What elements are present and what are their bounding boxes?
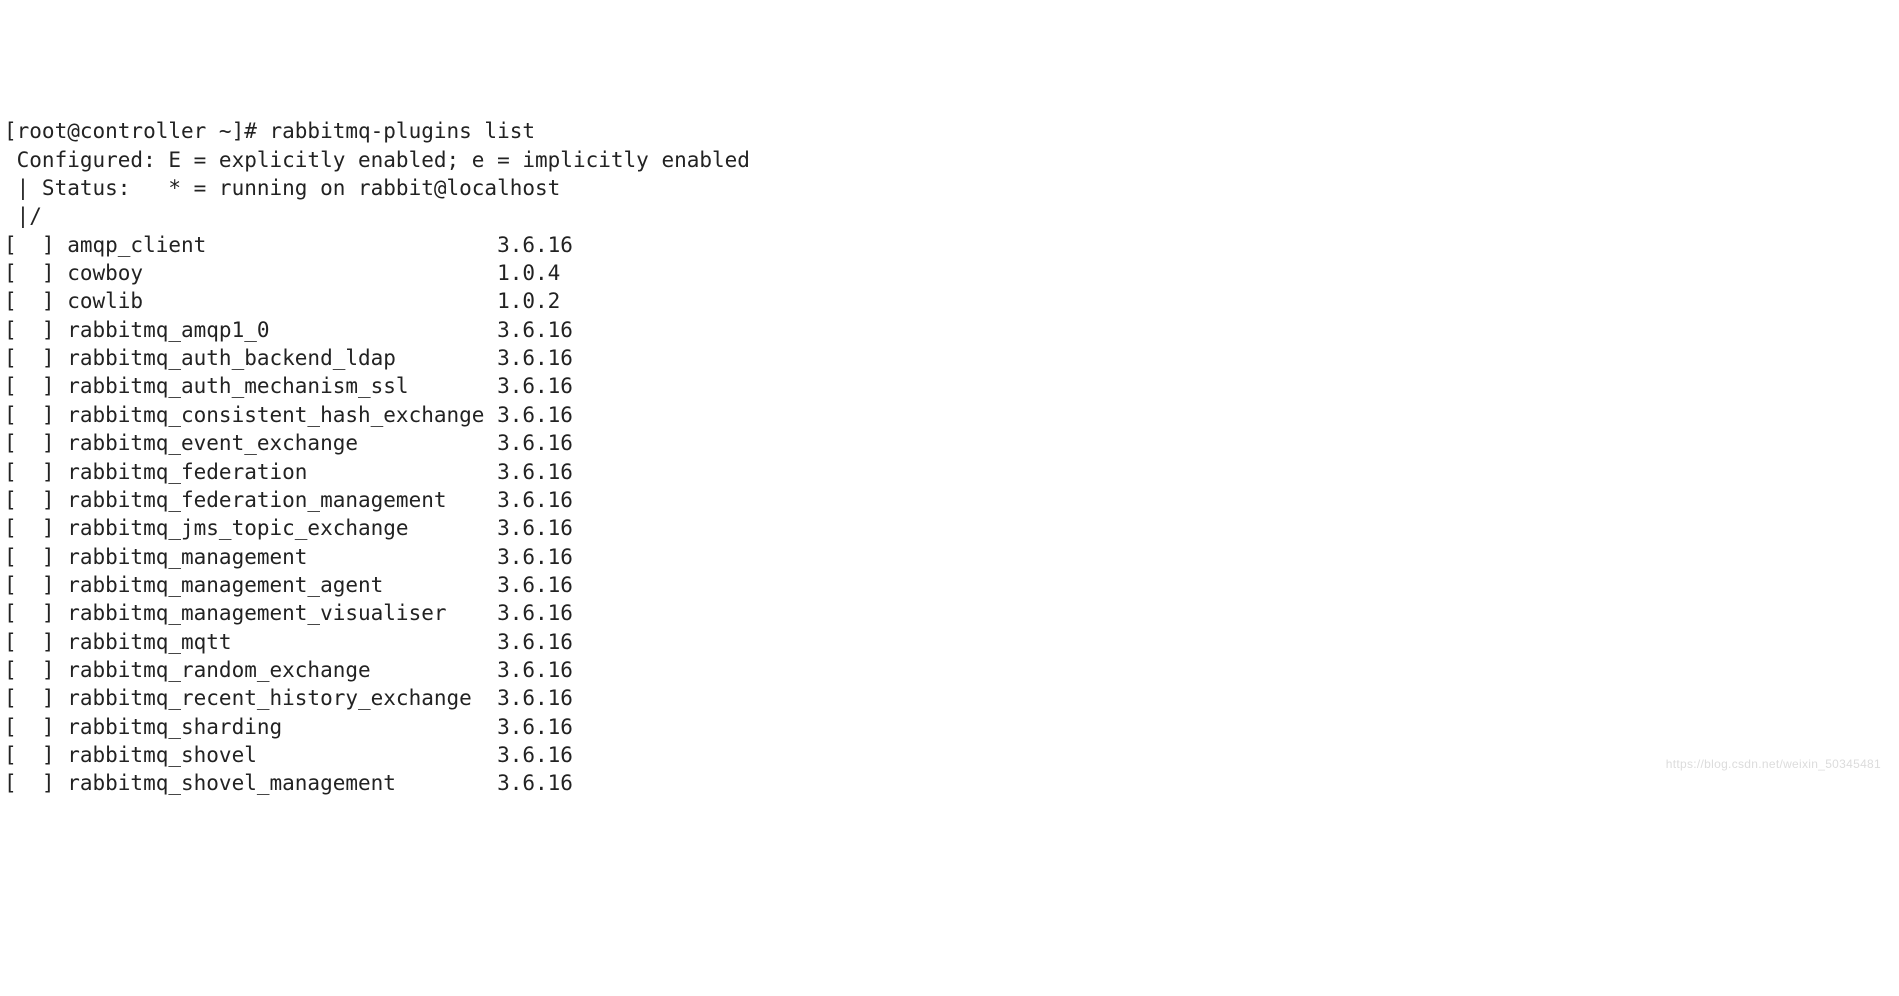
plugin-row: [ ] rabbitmq_event_exchange 3.6.16: [4, 431, 573, 455]
plugin-row: [ ] cowboy 1.0.4: [4, 261, 560, 285]
watermark: https://blog.csdn.net/weixin_50345481: [1666, 756, 1881, 772]
plugin-row: [ ] rabbitmq_auth_backend_ldap 3.6.16: [4, 346, 573, 370]
plugin-row: [ ] rabbitmq_management_visualiser 3.6.1…: [4, 601, 573, 625]
prompt-line: [root@controller ~]# rabbitmq-plugins li…: [4, 119, 535, 143]
header-configured: Configured: E = explicitly enabled; e = …: [4, 148, 750, 172]
plugin-row: [ ] cowlib 1.0.2: [4, 289, 560, 313]
plugin-row: [ ] rabbitmq_shovel 3.6.16: [4, 743, 573, 767]
header-slash: |/: [4, 204, 42, 228]
plugin-row: [ ] rabbitmq_management_agent 3.6.16: [4, 573, 573, 597]
plugin-row: [ ] rabbitmq_auth_mechanism_ssl 3.6.16: [4, 374, 573, 398]
terminal-output: [root@controller ~]# rabbitmq-plugins li…: [4, 117, 1899, 797]
plugin-row: [ ] rabbitmq_random_exchange 3.6.16: [4, 658, 573, 682]
plugin-row: [ ] rabbitmq_management 3.6.16: [4, 545, 573, 569]
plugin-row: [ ] rabbitmq_sharding 3.6.16: [4, 715, 573, 739]
plugin-row: [ ] rabbitmq_mqtt 3.6.16: [4, 630, 573, 654]
plugin-row: [ ] rabbitmq_shovel_management 3.6.16: [4, 771, 573, 795]
plugin-row: [ ] rabbitmq_amqp1_0 3.6.16: [4, 318, 573, 342]
plugin-row: [ ] rabbitmq_jms_topic_exchange 3.6.16: [4, 516, 573, 540]
plugin-list: [ ] amqp_client 3.6.16 [ ] cowboy 1.0.4 …: [4, 231, 1899, 798]
header-status: | Status: * = running on rabbit@localhos…: [4, 176, 560, 200]
plugin-row: [ ] amqp_client 3.6.16: [4, 233, 573, 257]
plugin-row: [ ] rabbitmq_recent_history_exchange 3.6…: [4, 686, 573, 710]
plugin-row: [ ] rabbitmq_consistent_hash_exchange 3.…: [4, 403, 573, 427]
plugin-row: [ ] rabbitmq_federation_management 3.6.1…: [4, 488, 573, 512]
plugin-row: [ ] rabbitmq_federation 3.6.16: [4, 460, 573, 484]
